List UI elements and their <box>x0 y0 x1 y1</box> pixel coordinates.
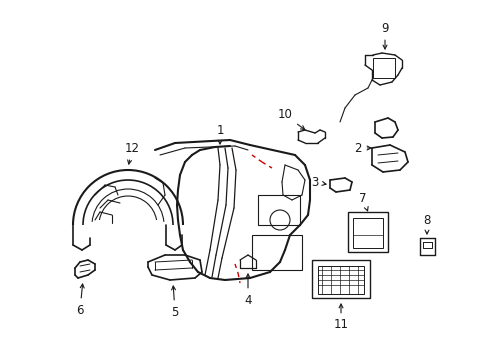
Bar <box>251 235 302 270</box>
Text: 1: 1 <box>216 123 224 144</box>
Bar <box>347 212 387 252</box>
Text: 5: 5 <box>171 286 178 319</box>
Bar <box>352 218 382 248</box>
Text: 2: 2 <box>353 141 370 154</box>
Text: 9: 9 <box>381 22 388 49</box>
Bar <box>311 260 369 298</box>
Bar <box>317 266 363 294</box>
Text: 10: 10 <box>277 108 304 130</box>
Text: 4: 4 <box>244 274 251 306</box>
Text: 11: 11 <box>333 304 348 332</box>
Text: 3: 3 <box>311 175 325 189</box>
Text: 7: 7 <box>359 192 367 211</box>
Text: 8: 8 <box>423 213 430 234</box>
Bar <box>372 58 394 78</box>
Bar <box>258 195 299 225</box>
Text: 12: 12 <box>124 141 139 164</box>
Text: 6: 6 <box>76 284 84 316</box>
